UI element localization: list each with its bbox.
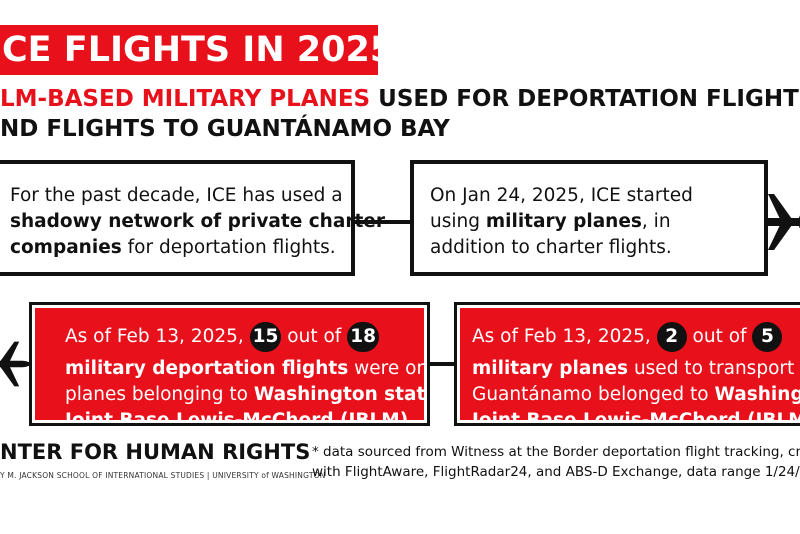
count-badge: 5 <box>752 322 783 352</box>
text-box: As of Feb 13, 2025, 2 out of 5 military p… <box>454 302 800 431</box>
text-segment: military planes <box>485 211 642 232</box>
subtitle-text: USED FOR DEPORTATION FLIGHTS <box>378 86 800 112</box>
text-segment: shadowy network of private charter <box>10 211 385 232</box>
text-line: Guantánamo belonged to Washington <box>472 382 800 408</box>
text-line: military deportation flights were on <box>65 356 428 382</box>
count-badge: 2 <box>656 322 687 352</box>
count-badge: 18 <box>347 322 379 352</box>
text-segment: planes belonging to <box>65 384 254 405</box>
text-line: planes belonging to Washington state <box>65 382 438 408</box>
org-name: NTER FOR HUMAN RIGHTS <box>0 440 311 464</box>
text-segment: companies <box>10 237 122 258</box>
subtitle-highlight: LM-BASED MILITARY PLANES <box>0 86 371 112</box>
text-segment: As of Feb 13, 2025, <box>65 326 250 347</box>
text-segment: Joint Base Lewis-McChord (JBLM). <box>472 410 800 431</box>
org-subtitle: Y M. JACKSON SCHOOL OF INTERNATIONAL STU… <box>0 471 326 480</box>
text-segment: used to transport peopl <box>633 358 795 379</box>
footnote: * data sourced from Witness at the Borde… <box>312 444 800 460</box>
text-segment: Guantánamo belonged to <box>472 384 715 405</box>
text-segment: out of <box>686 326 753 347</box>
text-line: addition to charter flights. <box>430 235 764 261</box>
text-segment: out of <box>281 326 348 347</box>
text-segment: Washington <box>714 384 800 405</box>
subtitle: LM-BASED MILITARY PLANES USED FOR DEPORT… <box>0 86 800 112</box>
text-segment: addition to charter flights. <box>430 237 672 258</box>
text-segment: using <box>430 211 486 232</box>
text-segment: For the past decade, ICE has used a <box>10 185 343 206</box>
text-line: As of Feb 13, 2025, 2 out of 5 <box>472 322 800 352</box>
text-segment: Joint Base Lewis-McChord (JBLM). <box>65 410 416 431</box>
text-segment: were on <box>348 358 429 379</box>
plane-icon <box>0 341 29 387</box>
text-segment: military deportation flights <box>65 358 349 379</box>
text-line: For the past decade, ICE has used a <box>10 183 351 209</box>
text-line: As of Feb 13, 2025, 15 out of 18 <box>65 322 424 352</box>
text-segment: As of Feb 13, 2025, <box>472 326 657 347</box>
text-line: shadowy network of private charter <box>10 209 385 235</box>
footnote: with FlightAware, FlightRadar24, and ABS… <box>312 464 800 480</box>
text-segment: military planes <box>472 358 629 379</box>
text-box: On Jan 24, 2025, ICE started using milita… <box>410 160 768 276</box>
text-box: As of Feb 13, 2025, 15 out of 18 military… <box>29 302 438 431</box>
title: CE FLIGHTS IN 2025: <box>0 25 408 75</box>
text-line: On Jan 24, 2025, ICE started <box>430 183 764 209</box>
text-segment: , in <box>641 211 671 232</box>
text-line: military planes used to transport peopl <box>472 356 800 382</box>
text-segment: Washington state <box>253 384 438 405</box>
text-box: For the past decade, ICE has used a shado… <box>0 160 385 276</box>
text-line: Joint Base Lewis-McChord (JBLM). <box>472 408 800 434</box>
text-line: using military planes, in <box>430 209 764 235</box>
count-badge: 15 <box>249 322 282 352</box>
subtitle: ND FLIGHTS TO GUANTÁNAMO BAY <box>0 116 450 142</box>
text-line: companies for deportation flights. <box>10 235 351 261</box>
text-line: Joint Base Lewis-McChord (JBLM). <box>65 408 424 434</box>
text-segment: On Jan 24, 2025, ICE started <box>430 185 693 206</box>
text-segment: for deportation flights. <box>121 237 336 258</box>
